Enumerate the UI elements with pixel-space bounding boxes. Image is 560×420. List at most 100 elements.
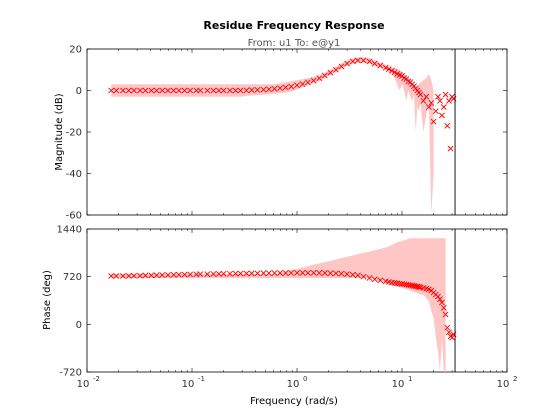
data-point (388, 67, 395, 74)
data-point (142, 87, 149, 94)
y-axis-label-phase: Phase (deg) (42, 270, 53, 330)
data-point (416, 284, 422, 290)
data-point (197, 87, 204, 94)
data-point (371, 276, 378, 283)
y-tick-label: -60 (66, 211, 82, 222)
data-point (215, 270, 222, 277)
data-point (446, 97, 452, 104)
data-point (439, 299, 445, 306)
data-point (294, 269, 300, 276)
data-point (304, 269, 311, 276)
data-point (282, 270, 289, 276)
data-point (232, 87, 239, 94)
x-tick-label-exponent: -2 (93, 375, 100, 383)
data-point (113, 87, 120, 94)
x-tick-label: 10 (287, 379, 300, 390)
data-point (360, 273, 367, 280)
data-point (316, 75, 323, 82)
data-point (349, 271, 356, 278)
data-point (170, 87, 177, 94)
data-point (131, 87, 137, 94)
data-point (338, 63, 345, 70)
data-point (420, 97, 427, 104)
data-point (442, 91, 449, 98)
panel-magnitude: 20 0 -20 -40 -60 (66, 45, 508, 222)
y-tick-label: -720 (59, 368, 82, 379)
data-point (181, 271, 188, 278)
data-point (377, 277, 384, 284)
data-point (243, 87, 250, 94)
x-axis-label: Frequency (rad/s) (250, 396, 338, 407)
data-point (440, 304, 447, 311)
data-point (125, 87, 132, 94)
data-point (108, 273, 115, 279)
x-tick-label-exponent: 1 (408, 375, 412, 383)
data-point (366, 58, 373, 65)
data-point (153, 87, 160, 94)
data-point (227, 270, 233, 277)
y-tick-label: 20 (69, 45, 82, 56)
data-point (204, 87, 211, 94)
data-point (344, 60, 351, 67)
data-point (428, 100, 435, 106)
data-point (153, 272, 160, 279)
x-tick-label-exponent: 0 (303, 375, 307, 383)
x-tick-label: 10 (182, 379, 195, 390)
data-point (440, 104, 447, 111)
y-tick-label: -20 (66, 128, 82, 139)
data-point (425, 104, 432, 111)
data-point (220, 270, 227, 277)
data-point (344, 271, 351, 278)
data-point (299, 81, 306, 87)
data-point (338, 270, 345, 277)
data-point (227, 87, 233, 94)
chart-title: Residue Frequency Response (203, 19, 384, 32)
data-point (333, 66, 339, 73)
data-point (277, 85, 283, 92)
data-point (310, 269, 317, 276)
data-point (394, 280, 401, 287)
chart-subtitle: From: u1 To: e@y1 (248, 38, 341, 49)
data-point (271, 270, 278, 277)
data-point (197, 271, 204, 278)
data-point (137, 272, 143, 279)
data-point (371, 60, 378, 67)
data-point (321, 270, 328, 276)
y-axis-label-magnitude: Magnitude (dB) (54, 93, 65, 170)
data-point (265, 270, 272, 277)
data-point (282, 84, 289, 91)
data-point (354, 272, 361, 279)
plot-area (86, 48, 508, 216)
data-point (181, 87, 188, 94)
data-point (120, 273, 126, 279)
data-point (327, 270, 334, 277)
data-point (430, 118, 437, 125)
data-point (360, 57, 367, 64)
data-point (382, 64, 389, 71)
data-point (423, 93, 430, 100)
x-tick-label-exponent: -1 (198, 375, 205, 383)
data-point (435, 93, 441, 100)
data-point (271, 85, 278, 92)
data-point (237, 270, 244, 277)
data-point (354, 57, 361, 64)
data-point (170, 271, 177, 278)
data-point (142, 272, 149, 279)
data-point (304, 79, 311, 86)
data-point (159, 272, 166, 278)
data-point (232, 270, 239, 277)
data-point (439, 112, 445, 119)
data-point (391, 69, 398, 76)
data-point (446, 329, 452, 336)
data-point (175, 87, 182, 94)
data-point (442, 311, 449, 318)
data-point (449, 334, 456, 341)
data-point (113, 273, 120, 279)
data-point (396, 280, 403, 287)
y-tick-label: 0 (76, 86, 82, 97)
data-point (333, 270, 339, 277)
data-point (237, 87, 244, 94)
data-point (248, 270, 255, 277)
data-point (120, 87, 126, 94)
